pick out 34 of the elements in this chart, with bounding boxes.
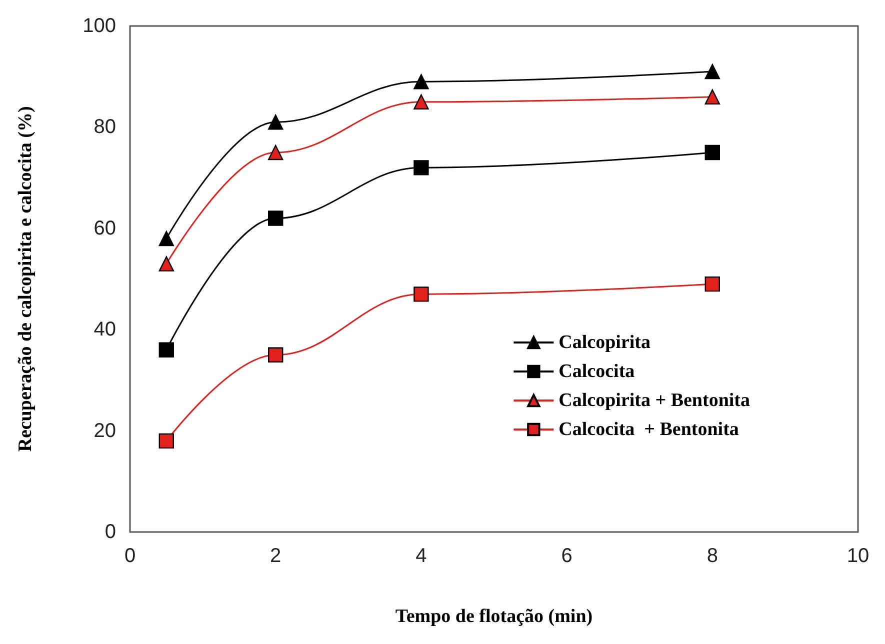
point bbox=[158, 230, 174, 246]
point bbox=[414, 94, 429, 110]
x-tick-label: 8 bbox=[706, 545, 718, 567]
point bbox=[704, 276, 720, 292]
point bbox=[158, 433, 174, 449]
y-tick-label: 0 bbox=[104, 521, 116, 543]
legend-label: Calcopirita bbox=[558, 332, 651, 353]
y-tick-label: 40 bbox=[94, 318, 116, 341]
legend-label: Calcopirita + Bentonita bbox=[558, 390, 750, 411]
y-tick-label: 60 bbox=[94, 217, 116, 240]
x-axis-title: Tempo de flotação (min) bbox=[395, 606, 593, 627]
point bbox=[704, 89, 720, 104]
point bbox=[268, 144, 284, 160]
point bbox=[268, 114, 284, 130]
point bbox=[704, 144, 720, 160]
point bbox=[414, 286, 429, 302]
x-tick-label: 6 bbox=[561, 545, 572, 567]
point bbox=[158, 256, 174, 272]
point bbox=[414, 160, 429, 176]
x-tick-label: 2 bbox=[270, 545, 282, 567]
legend-label: Calcocita bbox=[558, 361, 636, 382]
point bbox=[414, 74, 429, 90]
y-tick-label: 100 bbox=[82, 15, 116, 37]
point bbox=[704, 64, 720, 80]
y-tick-label: 20 bbox=[94, 420, 116, 442]
point bbox=[268, 210, 284, 226]
x-tick-label: 0 bbox=[124, 545, 136, 567]
legend-label: Calcocita + Bentonita bbox=[558, 419, 740, 440]
x-tick-label: 4 bbox=[416, 545, 427, 567]
point bbox=[158, 342, 174, 358]
point bbox=[268, 347, 284, 362]
y-tick-label: 80 bbox=[94, 116, 116, 138]
x-tick-label: 10 bbox=[846, 545, 870, 567]
y-axis-title: Recuperação de calcopirita e calcocita (%) bbox=[15, 106, 36, 452]
